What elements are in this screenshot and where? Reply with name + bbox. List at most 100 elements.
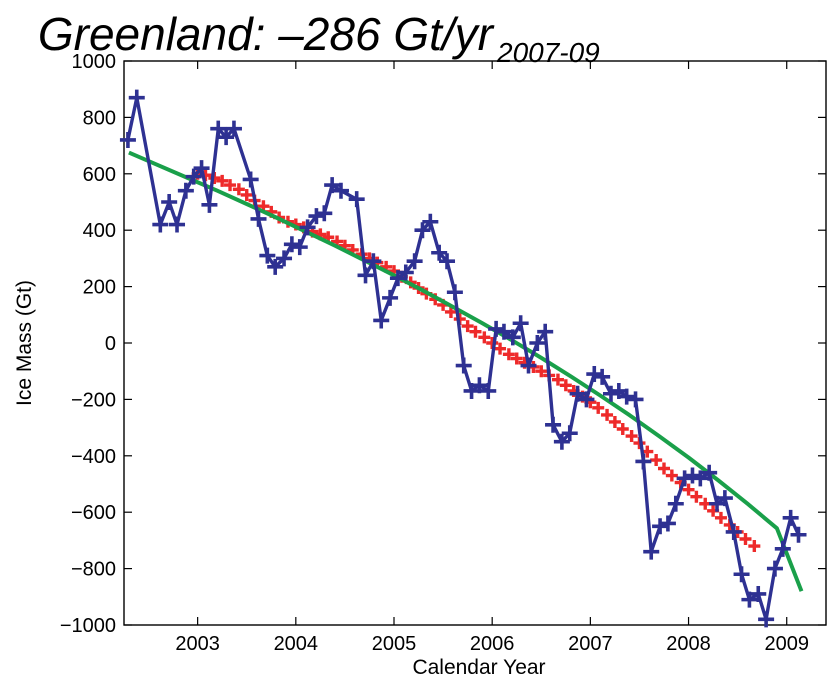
y-tick-label: −400 (71, 446, 116, 468)
data-point (616, 423, 629, 436)
data-point (551, 373, 564, 386)
data-point (291, 239, 308, 256)
x-tick-label: 2009 (764, 633, 809, 655)
data-point (494, 342, 507, 355)
data-point (608, 415, 621, 428)
y-tick-label: −1000 (60, 615, 116, 637)
data-point (559, 379, 572, 392)
data-point (512, 315, 529, 332)
y-tick-label: −200 (71, 389, 116, 411)
data-point (766, 560, 783, 577)
data-point (332, 182, 349, 199)
data-point (348, 191, 365, 208)
data-point (177, 182, 194, 199)
data-point (397, 264, 414, 281)
x-axis: 2003 2004 2005 2006 2007 2008 2009 (175, 61, 809, 655)
data-point (750, 585, 767, 602)
y-tick-label: 400 (83, 220, 116, 242)
y-tick-label: −600 (71, 502, 116, 524)
data-point (357, 267, 374, 284)
data-point (488, 320, 505, 337)
data-point (193, 160, 210, 177)
x-tick-label: 2005 (372, 633, 417, 655)
data-point (161, 194, 178, 210)
data-point (690, 490, 703, 503)
data-point (714, 511, 727, 524)
data-point (676, 470, 693, 487)
y-tick-label: −800 (71, 559, 116, 581)
data-point (169, 216, 186, 233)
data-point (504, 329, 521, 346)
data-point (537, 323, 554, 340)
data-point (414, 222, 431, 239)
data-point (382, 289, 399, 306)
data-point (561, 425, 578, 442)
data-point (283, 236, 300, 253)
data-point (308, 208, 325, 225)
data-point (684, 467, 701, 484)
data-point (535, 365, 548, 378)
data-point (594, 368, 611, 385)
data-point (218, 129, 235, 146)
chart-title-subscript: 2007-09 (496, 37, 600, 68)
data-point (635, 453, 652, 470)
data-point (725, 523, 742, 540)
y-tick-label: 600 (83, 164, 116, 186)
data-point (643, 543, 660, 560)
data-point (299, 219, 316, 236)
data-point (471, 377, 488, 394)
data-point (592, 401, 605, 414)
plot-area-frame (123, 60, 827, 626)
data-point (185, 168, 202, 185)
y-tick-label: 200 (83, 277, 116, 299)
y-tick-label: 800 (83, 107, 116, 129)
data-point (216, 174, 229, 187)
data-point (716, 490, 733, 507)
data-point (495, 323, 512, 340)
data-point (250, 210, 267, 227)
data-point (406, 253, 423, 270)
y-tick-label: 0 (105, 333, 116, 355)
data-point (422, 213, 439, 230)
data-point (553, 433, 570, 450)
data-point (439, 253, 456, 270)
data-point (510, 352, 523, 365)
data-point (758, 611, 775, 628)
data-point (520, 357, 537, 374)
data-point (201, 196, 218, 213)
data-point (276, 250, 293, 267)
x-tick-label: 2004 (274, 633, 319, 655)
data-point (601, 408, 614, 421)
data-point (790, 526, 807, 543)
data-point (578, 391, 595, 408)
data-point (692, 470, 709, 487)
x-tick-label: 2007 (568, 633, 613, 655)
data-point (586, 366, 603, 383)
data-point (748, 540, 761, 553)
data-point (569, 385, 586, 402)
data-point (461, 320, 474, 333)
data-point (373, 312, 390, 329)
data-point (152, 216, 169, 233)
data-point (316, 205, 333, 222)
data-point (741, 591, 758, 608)
data-point (224, 179, 237, 192)
data-point (625, 430, 638, 443)
data-point (782, 509, 799, 526)
data-point (128, 89, 145, 106)
data-point (618, 388, 635, 405)
data-point (665, 469, 678, 482)
data-point (267, 258, 284, 275)
data-point (529, 335, 546, 351)
data-point (545, 416, 562, 433)
y-axis-label: Ice Mass (Gt) (13, 280, 36, 406)
series-line (128, 150, 804, 592)
series-layer (119, 89, 807, 628)
x-axis-label: Calendar Year (412, 656, 545, 679)
data-point (701, 464, 718, 481)
x-tick-label: 2008 (666, 633, 711, 655)
data-point (502, 348, 515, 361)
data-point (774, 540, 791, 557)
data-point (652, 518, 669, 535)
